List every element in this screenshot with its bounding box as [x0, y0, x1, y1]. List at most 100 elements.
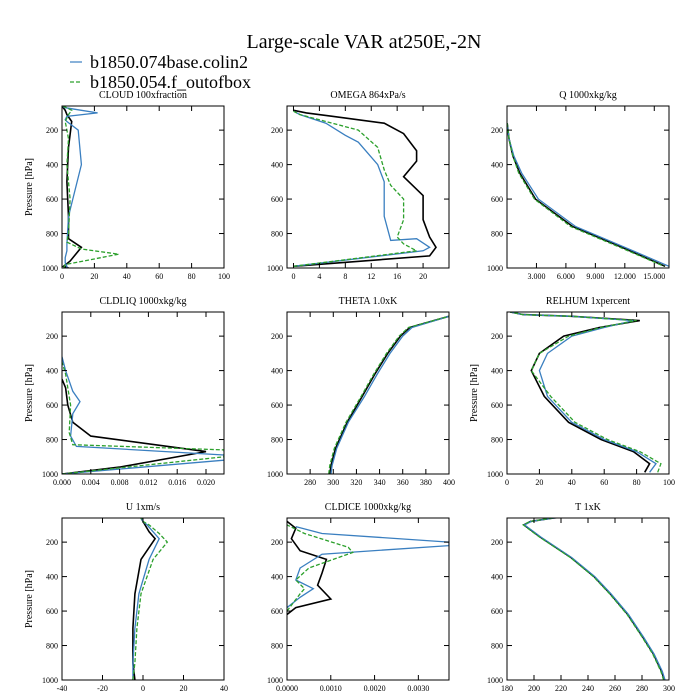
panel-series-group [510, 312, 662, 473]
y-tick-label: 600 [271, 401, 283, 410]
x-tick-label: 340 [374, 478, 386, 487]
y-tick-label: 400 [491, 161, 503, 170]
y-tick-label: 200 [271, 332, 283, 341]
x-tick-label: 9.000 [586, 272, 604, 281]
x-tick-label: 260 [609, 684, 621, 693]
y-tick-label: 400 [46, 161, 58, 170]
y-tick-label: 200 [491, 126, 503, 135]
x-tick-label: 60 [600, 478, 608, 487]
x-tick-label: 0.008 [111, 478, 129, 487]
y-tick-label: 600 [46, 607, 58, 616]
series-line-3 [62, 106, 83, 268]
y-tick-label: 1000 [487, 676, 503, 685]
y-tick-label: 1000 [267, 264, 283, 273]
x-tick-label: 380 [420, 478, 432, 487]
series-line-3 [329, 315, 449, 474]
series-line-1 [507, 123, 669, 267]
y-tick-label: 200 [46, 126, 58, 135]
panel-title: CLOUD 100xfraction [99, 90, 187, 101]
x-tick-label: 12.000 [614, 272, 636, 281]
plot-frame [61, 105, 225, 269]
series-line-3 [507, 123, 666, 268]
x-tick-label: 0.0010 [320, 684, 342, 693]
x-tick-label: 80 [188, 272, 196, 281]
x-tick-label: 0.016 [168, 478, 186, 487]
series-line-2 [293, 110, 419, 267]
series-line-3 [132, 518, 157, 680]
panel-series-group [293, 109, 437, 268]
x-tick-label: 360 [397, 478, 409, 487]
panel-5: THETA 1.0xK 200 400 600 800 1000 280 300 320 340 3… [267, 296, 455, 487]
x-tick-label: 0 [291, 272, 295, 281]
y-tick-label: 200 [271, 538, 283, 547]
y-tick-label: 800 [491, 642, 503, 651]
y-axis-label: Pressure [hPa] [24, 570, 35, 628]
x-tick-label: -20 [97, 684, 108, 693]
series-line-2 [132, 518, 169, 680]
x-tick-label: 300 [327, 478, 339, 487]
y-tick-label: 600 [271, 607, 283, 616]
legend-label-2: b1850.054.f_outofbox [90, 72, 251, 92]
x-tick-label: 0.020 [197, 478, 215, 487]
y-tick-label: 1000 [42, 264, 58, 273]
plot-frame [61, 517, 225, 681]
plot-frame [506, 311, 670, 475]
x-tick-label: 12 [367, 272, 375, 281]
panel-title: Q 1000xkg/kg [559, 90, 617, 101]
legend-label-1: b1850.074base.colin2 [90, 52, 248, 72]
x-tick-label: 60 [155, 272, 163, 281]
plot-frame [506, 105, 670, 269]
series-line-1 [287, 525, 449, 609]
y-tick-label: 800 [46, 642, 58, 651]
panel-title: U 1xm/s [126, 502, 160, 513]
series-line-1 [330, 315, 449, 474]
y-tick-label: 800 [271, 230, 283, 239]
plot-frame [506, 517, 670, 681]
y-tick-label: 400 [271, 573, 283, 582]
x-tick-label: 0.0020 [364, 684, 386, 693]
y-tick-label: 200 [491, 332, 503, 341]
panel-title: THETA 1.0xK [339, 296, 398, 307]
x-tick-label: 8 [343, 272, 347, 281]
y-tick-label: 800 [46, 436, 58, 445]
x-tick-label: 20 [180, 684, 188, 693]
x-tick-label: 20 [90, 272, 98, 281]
x-tick-label: 0.012 [139, 478, 157, 487]
x-tick-label: 180 [501, 684, 513, 693]
y-tick-label: 600 [491, 607, 503, 616]
series-line-3 [293, 109, 437, 268]
x-tick-label: 300 [663, 684, 675, 693]
plot-frame [286, 517, 450, 681]
x-tick-label: 100 [218, 272, 230, 281]
series-line-1 [62, 356, 224, 474]
y-axis-label: Pressure [hPa] [24, 364, 35, 422]
series-line-3 [62, 378, 207, 474]
y-tick-label: 200 [46, 332, 58, 341]
y-tick-label: 800 [491, 436, 503, 445]
series-line-1 [293, 110, 431, 267]
panel-series-group [507, 123, 669, 268]
x-tick-label: 0 [505, 478, 509, 487]
x-tick-label: 4 [317, 272, 321, 281]
x-tick-label: 40 [568, 478, 576, 487]
series-line-2 [328, 315, 449, 474]
y-tick-label: 800 [271, 642, 283, 651]
panel-title: T 1xK [575, 502, 601, 513]
x-tick-label: 0.004 [82, 478, 100, 487]
series-line-2 [521, 518, 665, 680]
x-tick-label: 240 [582, 684, 594, 693]
y-tick-label: 600 [46, 195, 58, 204]
panel-title: CLDICE 1000xkg/kg [325, 502, 411, 513]
panel-title: CLDLIQ 1000xkg/kg [100, 296, 187, 307]
y-tick-label: 800 [46, 230, 58, 239]
panel-2: OMEGA 864xPa/s 200 400 600 800 1000 0 4 8 12 16 20 [267, 90, 450, 281]
panel-series-group [287, 520, 449, 616]
figure-title: Large-scale VAR at250E,-2N [247, 31, 482, 53]
x-tick-label: 100 [663, 478, 675, 487]
y-tick-label: 200 [491, 538, 503, 547]
y-tick-label: 600 [271, 195, 283, 204]
